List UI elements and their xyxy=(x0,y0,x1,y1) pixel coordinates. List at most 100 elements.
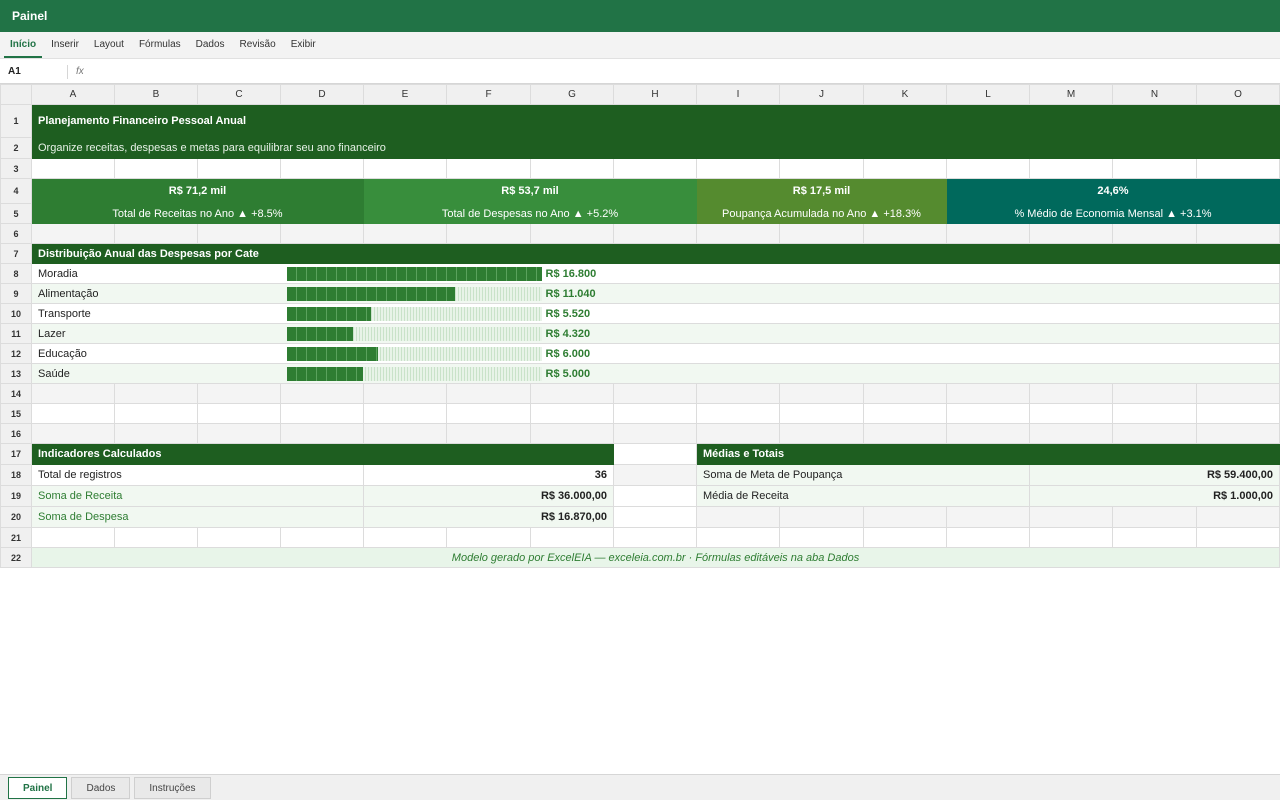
kpi-economia-label[interactable]: % Médio de Economia Mensal ▲ +3.1% xyxy=(946,203,1280,224)
tab-layout[interactable]: Layout xyxy=(93,38,124,50)
cell[interactable] xyxy=(31,383,115,404)
cell[interactable] xyxy=(363,403,447,424)
indicator-value[interactable]: 36 xyxy=(363,464,614,486)
col-header-j[interactable]: J xyxy=(779,84,864,105)
row-header[interactable]: 19 xyxy=(0,485,32,507)
bar-cell[interactable]: R$ 11.040 xyxy=(280,283,1280,304)
cell[interactable] xyxy=(197,158,281,179)
cell[interactable] xyxy=(114,383,198,404)
cell[interactable] xyxy=(613,158,697,179)
row-header[interactable]: 3 xyxy=(0,158,32,179)
kpi-poupanca-label[interactable]: Poupança Acumulada no Ano ▲ +18.3% xyxy=(696,203,947,224)
cell[interactable] xyxy=(946,423,1030,444)
cell[interactable] xyxy=(31,223,115,244)
indicator-value[interactable]: R$ 16.870,00 xyxy=(363,506,614,528)
col-header-e[interactable]: E xyxy=(363,84,447,105)
cell[interactable] xyxy=(863,506,947,528)
cell[interactable] xyxy=(613,223,697,244)
cell[interactable] xyxy=(31,158,115,179)
indicator-label[interactable]: Total de registros xyxy=(31,464,364,486)
bar-cell[interactable]: R$ 16.800 xyxy=(280,263,1280,284)
cell[interactable] xyxy=(779,423,864,444)
row-header[interactable]: 16 xyxy=(0,423,32,444)
cell[interactable] xyxy=(363,223,447,244)
category-label[interactable]: Lazer xyxy=(31,323,281,344)
cell[interactable] xyxy=(613,403,697,424)
cell[interactable] xyxy=(863,423,947,444)
row-header[interactable]: 10 xyxy=(0,303,32,324)
distribution-header[interactable]: Distribuição Anual das Despesas por Cate xyxy=(31,243,1280,264)
cell[interactable] xyxy=(446,423,531,444)
row-header[interactable]: 6 xyxy=(0,223,32,244)
cell[interactable] xyxy=(280,527,364,548)
cell[interactable] xyxy=(1112,223,1197,244)
cell[interactable] xyxy=(1112,527,1197,548)
kpi-poupanca-value[interactable]: R$ 17,5 mil xyxy=(696,178,947,204)
col-header-k[interactable]: K xyxy=(863,84,947,105)
row-header[interactable]: 20 xyxy=(0,506,32,528)
cell[interactable] xyxy=(114,158,198,179)
cell[interactable] xyxy=(530,383,614,404)
sheet-title[interactable]: Planejamento Financeiro Pessoal Anual xyxy=(31,104,1280,138)
cell[interactable] xyxy=(446,383,531,404)
cell[interactable] xyxy=(1196,506,1280,528)
cell[interactable] xyxy=(613,485,697,507)
cell[interactable] xyxy=(946,403,1030,424)
cell[interactable] xyxy=(363,527,447,548)
cell[interactable] xyxy=(1029,158,1113,179)
cell[interactable] xyxy=(779,158,864,179)
category-label[interactable]: Moradia xyxy=(31,263,281,284)
tab-revisao[interactable]: Revisão xyxy=(239,38,276,50)
cell[interactable] xyxy=(530,223,614,244)
cell[interactable] xyxy=(613,383,697,404)
cell[interactable] xyxy=(1029,506,1113,528)
cell[interactable] xyxy=(696,223,780,244)
bar-cell[interactable]: R$ 4.320 xyxy=(280,323,1280,344)
cell[interactable] xyxy=(696,383,780,404)
cell[interactable] xyxy=(946,506,1030,528)
cell[interactable] xyxy=(779,223,864,244)
cell[interactable] xyxy=(530,527,614,548)
kpi-economia-value[interactable]: 24,6% xyxy=(946,178,1280,204)
cell[interactable] xyxy=(31,527,115,548)
cell[interactable] xyxy=(1112,383,1197,404)
row-header[interactable]: 21 xyxy=(0,527,32,548)
cell[interactable] xyxy=(446,223,531,244)
cell[interactable] xyxy=(613,423,697,444)
category-label[interactable]: Alimentação xyxy=(31,283,281,304)
bar-cell[interactable]: R$ 5.000 xyxy=(280,363,1280,384)
row-header[interactable]: 4 xyxy=(0,178,32,204)
cell[interactable] xyxy=(197,423,281,444)
cell[interactable] xyxy=(31,423,115,444)
cell[interactable] xyxy=(1112,423,1197,444)
kpi-despesas-label[interactable]: Total de Despesas no Ano ▲ +5.2% xyxy=(363,203,697,224)
cell[interactable] xyxy=(446,527,531,548)
col-header-n[interactable]: N xyxy=(1112,84,1197,105)
cell[interactable] xyxy=(363,158,447,179)
col-header-f[interactable]: F xyxy=(446,84,531,105)
col-header-b[interactable]: B xyxy=(114,84,198,105)
bar-cell[interactable]: R$ 6.000 xyxy=(280,343,1280,364)
row-header[interactable]: 11 xyxy=(0,323,32,344)
cell[interactable] xyxy=(114,403,198,424)
cell[interactable] xyxy=(1029,423,1113,444)
sheet-tab-instrucoes[interactable]: Instruções xyxy=(134,777,211,799)
cell[interactable] xyxy=(863,223,947,244)
cell[interactable] xyxy=(1112,403,1197,424)
row-header[interactable]: 17 xyxy=(0,443,32,465)
tab-dados[interactable]: Dados xyxy=(195,38,225,50)
footer-note[interactable]: Modelo gerado por ExcelEIA — exceleia.co… xyxy=(31,547,1280,568)
cell[interactable] xyxy=(779,506,864,528)
col-header-g[interactable]: G xyxy=(530,84,614,105)
average-value[interactable]: R$ 59.400,00 xyxy=(1029,464,1280,486)
cell[interactable] xyxy=(280,423,364,444)
col-header-c[interactable]: C xyxy=(197,84,281,105)
category-label[interactable]: Transporte xyxy=(31,303,281,324)
col-header-h[interactable]: H xyxy=(613,84,697,105)
formula-input[interactable] xyxy=(90,62,1280,82)
averages-header[interactable]: Médias e Totais xyxy=(696,443,1280,465)
cell[interactable] xyxy=(863,403,947,424)
row-header[interactable]: 12 xyxy=(0,343,32,364)
col-header-a[interactable]: A xyxy=(31,84,115,105)
cell[interactable] xyxy=(31,403,115,424)
